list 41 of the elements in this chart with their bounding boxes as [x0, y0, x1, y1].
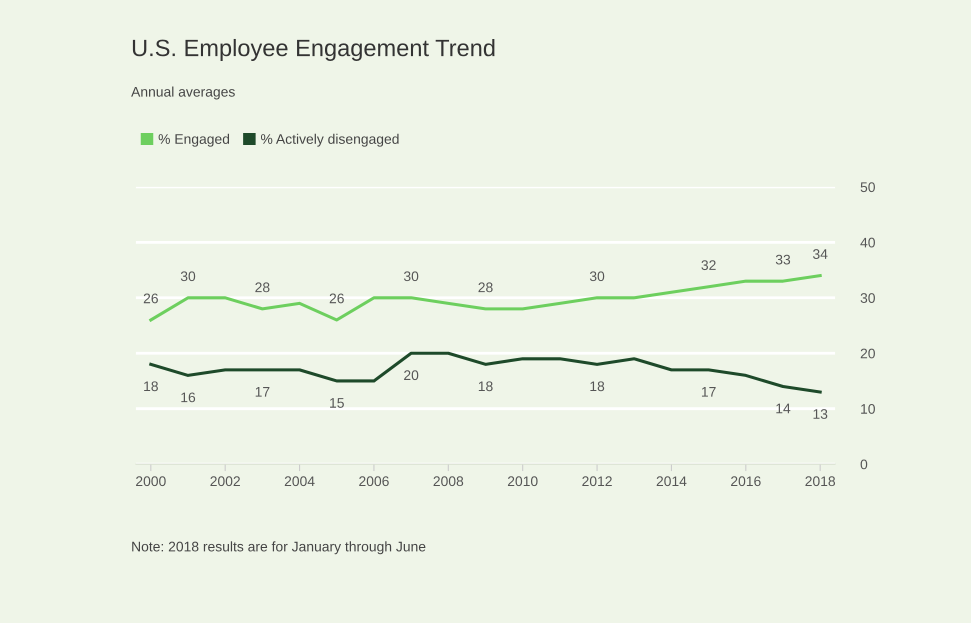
- data-label: 17: [702, 387, 716, 397]
- y-tick-label: 40: [860, 238, 875, 248]
- data-label: 30: [404, 271, 418, 282]
- x-tick-label: 2014: [656, 476, 686, 486]
- legend-label: % Actively disengaged: [260, 134, 399, 147]
- data-label: 28: [478, 282, 493, 292]
- data-label: 18: [590, 381, 604, 392]
- data-label: 26: [144, 294, 158, 304]
- x-tick-label: 2008: [434, 476, 464, 486]
- text: Note: 2018 results are for January through June: [132, 541, 426, 554]
- y-tick-label: 20: [860, 348, 875, 358]
- y-tick-label: 50: [860, 182, 875, 192]
- data-label: 30: [590, 271, 604, 282]
- data-label: 18: [144, 381, 158, 392]
- y-tick-label: 10: [861, 404, 875, 414]
- data-label: 16: [181, 392, 196, 402]
- data-label: 26: [330, 294, 344, 304]
- chart-title: U.S. Employee Engagement Trend: [132, 38, 494, 61]
- chart-subtitle: Annual averages: [131, 86, 235, 100]
- x-tick-label: 2000: [136, 476, 166, 486]
- legend-label: % Engaged: [158, 134, 230, 147]
- x-tick-label: 2012: [582, 476, 612, 486]
- data-label: 33: [776, 254, 790, 265]
- x-tick-label: 2018: [805, 476, 836, 486]
- data-label: 17: [256, 387, 270, 397]
- data-label: 14: [776, 404, 790, 414]
- data-label: 28: [255, 282, 270, 292]
- data-label: 32: [701, 260, 716, 270]
- x-tick-label: 2004: [284, 476, 315, 486]
- x-tick-label: 2016: [731, 476, 761, 486]
- x-tick-label: 2002: [210, 476, 240, 486]
- data-label: 15: [330, 398, 344, 408]
- data-label: 34: [812, 249, 828, 259]
- data-label: 20: [404, 370, 418, 380]
- x-tick-label: 2010: [508, 476, 538, 486]
- data-label: 13: [814, 409, 828, 419]
- y-tick-label: 0: [860, 459, 868, 470]
- data-label: 18: [478, 381, 493, 392]
- data-label: 30: [180, 271, 196, 282]
- y-tick-label: 30: [860, 293, 875, 303]
- x-tick-label: 2006: [359, 476, 389, 486]
